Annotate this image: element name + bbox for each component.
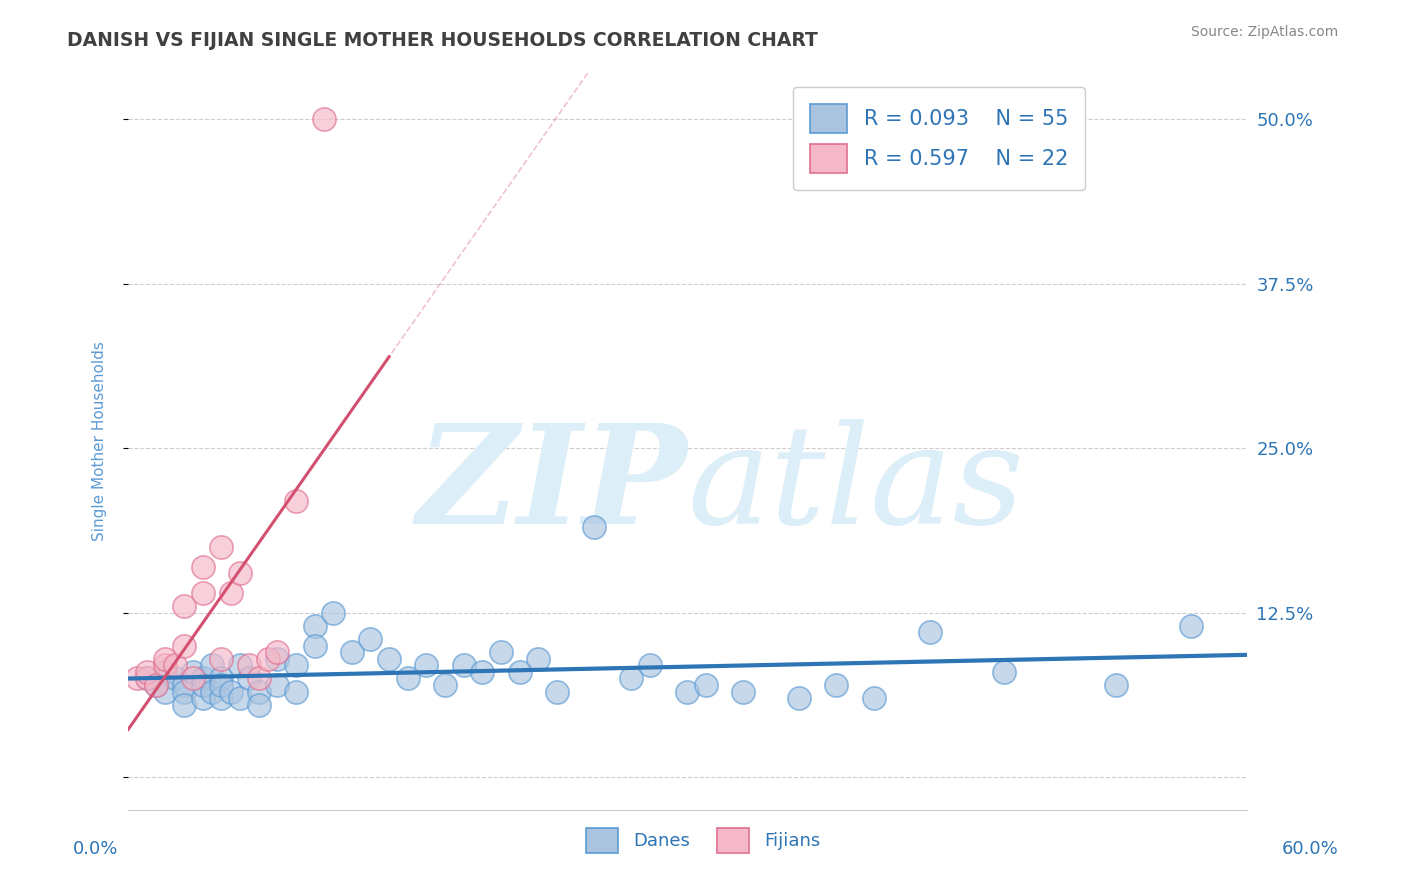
Point (378, 651, 401, 665)
Point (173, 684, 195, 698)
Point (266, 651, 288, 665)
Point (201, 658, 224, 673)
Point (163, 672, 186, 686)
Point (340, 645, 363, 659)
Point (257, 651, 280, 665)
Point (145, 678, 167, 692)
Point (155, 684, 177, 698)
Point (173, 698, 195, 712)
Point (266, 678, 288, 692)
Point (191, 559, 214, 574)
Point (825, 678, 848, 692)
Point (527, 651, 550, 665)
Point (173, 639, 195, 653)
Point (787, 691, 810, 706)
Point (304, 619, 326, 633)
Point (489, 645, 512, 659)
Point (135, 672, 157, 686)
Point (209, 691, 232, 706)
Point (312, 112, 335, 126)
Point (247, 672, 270, 686)
Point (509, 665, 531, 679)
Y-axis label: Single Mother Households: Single Mother Households (93, 342, 107, 541)
Point (191, 678, 214, 692)
Point (209, 651, 232, 665)
Point (163, 658, 186, 673)
Point (173, 599, 195, 613)
Point (247, 684, 270, 698)
Point (219, 586, 242, 600)
Point (638, 658, 661, 673)
Point (135, 665, 157, 679)
Point (695, 678, 717, 692)
Point (284, 493, 307, 508)
Point (173, 678, 195, 692)
Point (155, 658, 177, 673)
Point (247, 698, 270, 712)
Text: DANISH VS FIJIAN SINGLE MOTHER HOUSEHOLDS CORRELATION CHART: DANISH VS FIJIAN SINGLE MOTHER HOUSEHOLD… (67, 31, 818, 50)
Point (360, 632, 382, 646)
Point (127, 672, 149, 686)
Point (229, 658, 252, 673)
Point (219, 684, 242, 698)
Point (676, 684, 699, 698)
Point (471, 665, 494, 679)
Point (191, 691, 214, 706)
Point (209, 678, 232, 692)
Point (155, 651, 177, 665)
Point (1180, 619, 1202, 633)
Point (238, 658, 260, 673)
Point (183, 665, 205, 679)
Point (918, 625, 941, 640)
Point (304, 639, 326, 653)
Point (229, 691, 252, 706)
Point (993, 665, 1015, 679)
Point (1105, 678, 1128, 692)
Point (733, 684, 755, 698)
Text: Source: ZipAtlas.com: Source: ZipAtlas.com (1191, 25, 1339, 39)
Point (396, 672, 419, 686)
Text: atlas: atlas (688, 418, 1024, 553)
Point (229, 566, 252, 581)
Point (209, 672, 232, 686)
Point (191, 672, 214, 686)
Point (434, 678, 457, 692)
Point (145, 678, 167, 692)
Point (135, 672, 157, 686)
Point (620, 672, 643, 686)
Point (183, 672, 205, 686)
Text: 60.0%: 60.0% (1282, 840, 1339, 858)
Point (266, 645, 288, 659)
Point (415, 658, 437, 673)
Text: ZIP: ZIP (416, 418, 688, 553)
Point (284, 684, 307, 698)
Point (201, 684, 224, 698)
Point (209, 540, 232, 554)
Point (155, 665, 177, 679)
Point (322, 606, 344, 620)
Point (191, 586, 214, 600)
Legend: R = 0.093    N = 55, R = 0.597    N = 22: R = 0.093 N = 55, R = 0.597 N = 22 (793, 87, 1085, 190)
Text: 0.0%: 0.0% (73, 840, 118, 858)
Point (453, 658, 475, 673)
Legend: Danes, Fijians: Danes, Fijians (579, 821, 827, 861)
Point (546, 684, 568, 698)
Point (284, 658, 307, 673)
Point (583, 520, 606, 534)
Point (862, 691, 884, 706)
Point (238, 672, 260, 686)
